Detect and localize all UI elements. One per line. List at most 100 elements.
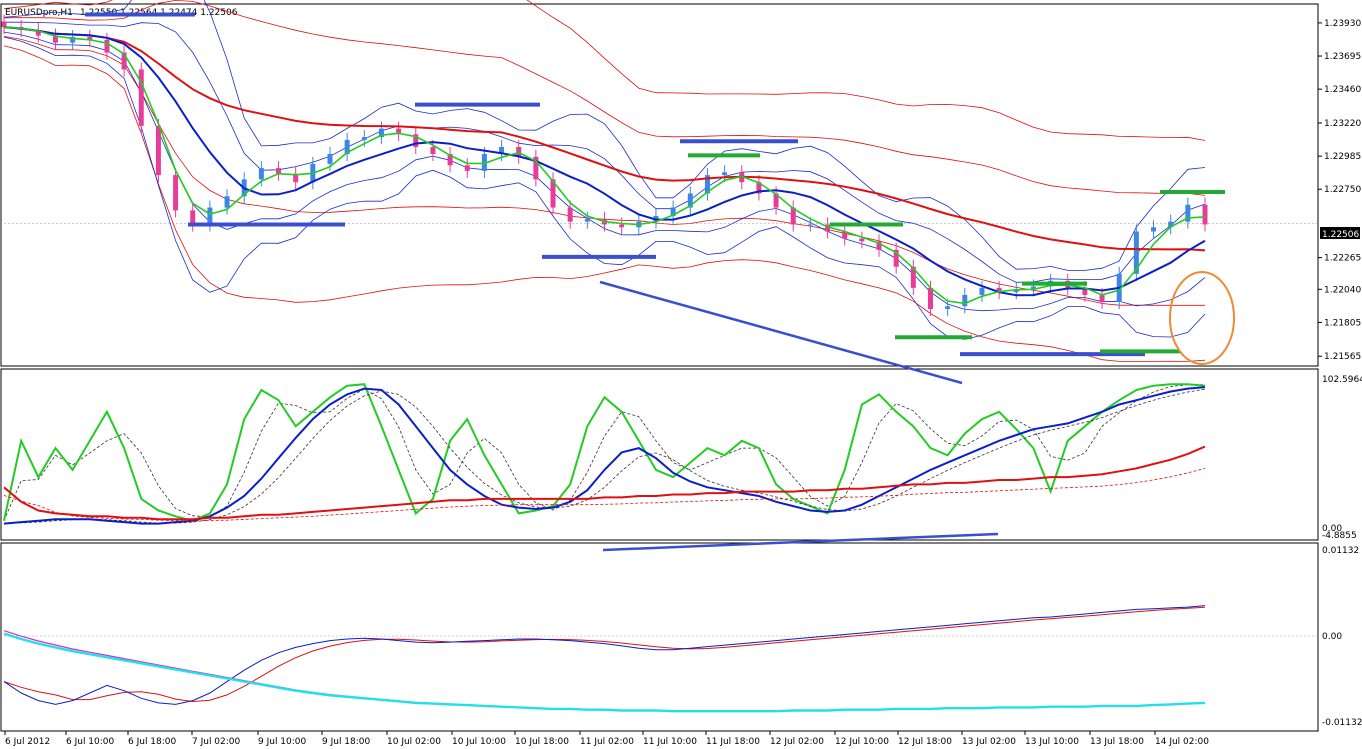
- candle-body: [996, 287, 1002, 293]
- candle-body: [413, 134, 419, 147]
- price-tick-label: 1.23220: [1324, 119, 1361, 129]
- macd-plot: [3, 605, 1318, 713]
- candle-body: [224, 196, 230, 208]
- candle-body: [35, 29, 41, 36]
- osc-fast-line: [3, 383, 1206, 522]
- candle-body: [1202, 204, 1208, 225]
- candle-body: [138, 69, 144, 126]
- price-tick-label: 1.22750: [1324, 185, 1361, 195]
- candle-body: [52, 35, 58, 43]
- candle-body: [927, 287, 933, 310]
- candle-body: [962, 294, 968, 307]
- candle-body: [1168, 221, 1174, 228]
- time-tick-label: 10 Jul 18:00: [515, 737, 569, 747]
- macd-signal-line: [3, 606, 1206, 703]
- osc-slow-line: [3, 445, 1206, 521]
- candle-body: [1133, 231, 1139, 274]
- time-tick-label: 6 Jul 18:00: [128, 737, 177, 747]
- macd-cyan-line: [3, 632, 1206, 713]
- time-tick-label: 9 Jul 10:00: [258, 737, 307, 747]
- time-tick-label: 6 Jul 10:00: [66, 737, 115, 747]
- candle-body: [722, 172, 728, 176]
- price-tick-label: 1.23695: [1324, 52, 1361, 62]
- candle-body: [1, 21, 7, 28]
- candle-body: [876, 241, 882, 250]
- candle-body: [533, 156, 539, 180]
- price-tick-label: 1.22985: [1324, 152, 1361, 162]
- highlight-ellipse: [1169, 271, 1235, 365]
- candle-body: [430, 146, 436, 154]
- time-tick-label: 13 Jul 18:00: [1090, 737, 1144, 747]
- time-tick-label: 10 Jul 10:00: [452, 737, 506, 747]
- oscillator-plot: [3, 383, 1206, 552]
- time-tick-label: 11 Jul 18:00: [706, 737, 760, 747]
- price-tick-label: 1.22265: [1324, 254, 1361, 264]
- ma-slow-line: [3, 26, 1206, 252]
- candle-body: [87, 37, 93, 40]
- candle-body: [447, 153, 453, 166]
- red-band-lower-outer: [3, 45, 1206, 362]
- candle-body: [825, 224, 831, 232]
- symbol-label: EURUSDpro,H1: [5, 8, 73, 18]
- ma-fast-line: [3, 26, 1206, 305]
- red-band-upper-outer: [3, 0, 1206, 141]
- time-tick-label: 6 Jul 2012: [5, 737, 50, 747]
- price-axis: 1.23930 1.23695 1.23460 1.23220 1.22985 1.227…: [1318, 19, 1362, 728]
- candle-body: [481, 153, 487, 171]
- candle-body: [859, 238, 865, 242]
- candle-body: [670, 207, 676, 217]
- time-tick-label: 12 Jul 10:00: [835, 737, 889, 747]
- candle-body: [70, 37, 76, 43]
- candle-body: [1013, 289, 1019, 293]
- osc-trendline: [602, 532, 999, 552]
- main-price-plot: [1, 0, 1318, 385]
- osc-tick-label: -4.8855: [1322, 531, 1357, 541]
- candle-body: [756, 182, 762, 194]
- candle-body: [361, 137, 367, 140]
- candle-body: [910, 266, 916, 288]
- candle-body: [567, 207, 573, 222]
- candle-body: [327, 153, 333, 164]
- candle-body: [293, 173, 299, 183]
- candle-body: [1185, 204, 1191, 222]
- candle-body: [790, 207, 796, 225]
- price-tick-label: 1.23930: [1324, 19, 1361, 29]
- time-tick-label: 7 Jul 02:00: [192, 737, 241, 747]
- time-tick-label: 14 Jul 02:00: [1155, 737, 1209, 747]
- time-tick-label: 13 Jul 10:00: [1025, 737, 1079, 747]
- macd-tick-label: -0.01132: [1322, 718, 1362, 728]
- candle-body: [704, 175, 710, 194]
- candle-body: [842, 231, 848, 239]
- candle-body: [1030, 286, 1036, 290]
- candle-body: [499, 146, 505, 154]
- time-tick-label: 10 Jul 02:00: [387, 737, 441, 747]
- time-tick-label: 9 Jul 18:00: [322, 737, 371, 747]
- time-axis: 6 Jul 2012 6 Jul 10:00 6 Jul 18:00 7 Jul 02…: [4, 731, 1209, 747]
- candle-body: [893, 249, 899, 267]
- candle-body: [550, 179, 556, 208]
- price-tick-label: 1.23460: [1324, 85, 1361, 95]
- blue-band-upper-mid: [4, 21, 1206, 283]
- red-band-upper-inner: [3, 0, 1206, 196]
- price-tick-label: 1.22040: [1324, 285, 1361, 295]
- time-tick-label: 13 Jul 02:00: [962, 737, 1016, 747]
- current-price-tag-bg: [1320, 227, 1360, 239]
- candle-body: [807, 224, 813, 226]
- osc-tick-label: 102.5964: [1322, 375, 1362, 385]
- price-tick-label: 1.21805: [1324, 318, 1361, 328]
- candle-body: [207, 207, 213, 225]
- macd-panel-frame: [0, 542, 1319, 732]
- blue-band-upper: [3, 0, 1206, 271]
- candle-body: [121, 52, 127, 70]
- candle-body: [773, 193, 779, 208]
- candle-body: [1151, 227, 1157, 232]
- candle-body: [258, 168, 264, 180]
- osc-tick-label: 0.00: [1322, 524, 1342, 534]
- price-tick-label: 1.21565: [1324, 352, 1361, 362]
- time-tick-label: 11 Jul 10:00: [643, 737, 697, 747]
- blue-band-lower: [3, 36, 1206, 340]
- candle-body: [1082, 287, 1088, 295]
- candle-body: [155, 125, 161, 176]
- main-panel-frame: [0, 3, 1319, 367]
